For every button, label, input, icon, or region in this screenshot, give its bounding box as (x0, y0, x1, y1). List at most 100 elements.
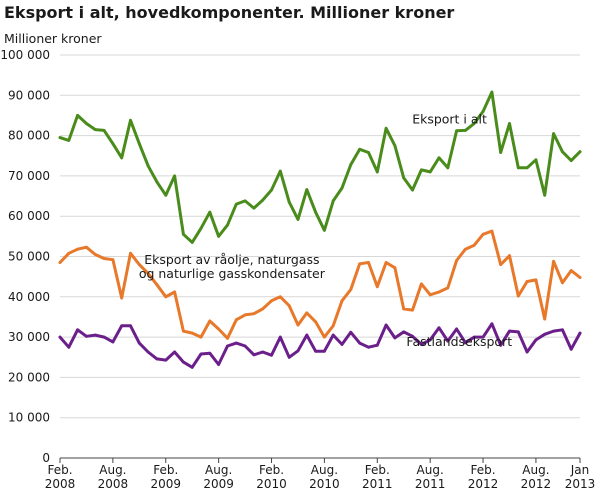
x-tick-label: Feb. 2009 (150, 463, 181, 488)
data-point (314, 210, 317, 214)
data-point (120, 156, 124, 160)
data-point (384, 323, 388, 327)
data-point (569, 269, 573, 272)
data-point (375, 285, 379, 289)
data-point (76, 114, 79, 117)
data-point (111, 258, 115, 262)
x-tick-label: Feb. 2012 (468, 463, 499, 488)
data-point (384, 126, 388, 130)
data-point (455, 129, 458, 133)
data-point (428, 170, 432, 174)
data-point (111, 340, 115, 344)
data-point (428, 338, 432, 342)
x-tick-label: Feb. 2011 (362, 463, 393, 488)
data-point (252, 206, 256, 210)
data-point (420, 343, 423, 346)
data-point (182, 232, 185, 236)
data-point (164, 358, 168, 362)
data-point (208, 210, 212, 214)
data-point (516, 166, 520, 170)
data-point (146, 350, 150, 354)
data-point (129, 251, 132, 255)
data-point (569, 159, 573, 163)
data-point (490, 229, 494, 233)
data-point (67, 139, 71, 142)
data-point (305, 333, 309, 337)
data-point (543, 193, 547, 197)
data-point (226, 223, 229, 227)
data-point (199, 335, 203, 339)
y-tick-label: 20 000 (8, 370, 50, 384)
data-point (287, 200, 291, 204)
data-point (393, 266, 397, 270)
data-point (420, 168, 423, 172)
data-point (534, 338, 538, 342)
data-point (217, 327, 221, 331)
series-line-3 (58, 322, 582, 369)
data-point (278, 295, 282, 299)
x-tick-label: Aug. 2009 (203, 463, 234, 488)
x-tick-label: Jan 2013 (565, 463, 596, 488)
data-point (349, 163, 353, 167)
data-point (173, 290, 177, 294)
data-point (525, 350, 529, 354)
data-point (569, 347, 573, 351)
y-tick-label: 0 (42, 451, 50, 465)
data-point (58, 261, 62, 264)
data-point (578, 331, 582, 335)
data-point (393, 336, 397, 340)
data-point (243, 344, 247, 348)
y-tick-label: 40 000 (8, 290, 50, 304)
data-point (446, 339, 450, 343)
data-point (446, 166, 450, 170)
data-point (296, 349, 300, 353)
data-point (437, 156, 441, 160)
data-point (190, 241, 194, 244)
data-point (93, 128, 97, 132)
y-axis-unit-label: Millioner kroner (4, 31, 102, 46)
series-annotations: Eksport i alt Eksport av råolje, naturgas… (139, 112, 512, 349)
data-point (525, 280, 529, 283)
data-point (270, 299, 273, 303)
chart-title: Eksport i alt, hovedkomponenter. Million… (4, 3, 454, 22)
data-point (420, 282, 423, 286)
data-point (120, 296, 124, 300)
data-point (102, 335, 106, 339)
data-point (305, 311, 309, 315)
data-point (173, 350, 177, 354)
x-tick-label: Feb. 2010 (256, 463, 287, 488)
data-point (331, 324, 335, 328)
data-point (252, 353, 256, 357)
data-point (155, 357, 159, 361)
data-point (481, 335, 485, 339)
data-point (516, 330, 520, 334)
data-point (367, 345, 370, 349)
x-tick-label: Aug. 2008 (98, 463, 129, 488)
data-point (358, 147, 362, 151)
data-point (102, 257, 106, 260)
series-label-1: Eksport i alt (412, 112, 487, 127)
data-point (243, 199, 247, 203)
data-point (296, 218, 300, 221)
data-point (111, 142, 115, 146)
data-point (499, 263, 503, 266)
data-point (93, 253, 97, 256)
series-line-2 (58, 229, 582, 340)
data-point (367, 151, 370, 154)
data-point (261, 307, 265, 311)
data-point (278, 169, 282, 173)
data-point (375, 343, 379, 347)
data-point (543, 332, 547, 336)
data-point (323, 335, 326, 339)
data-point (129, 118, 132, 122)
data-point (155, 180, 159, 184)
data-point (278, 335, 282, 339)
data-point (393, 144, 397, 148)
data-point (534, 278, 538, 282)
data-point (481, 232, 485, 236)
data-point (411, 188, 414, 192)
y-tick-label: 60 000 (8, 209, 50, 223)
data-point (164, 295, 168, 299)
data-point (199, 352, 203, 356)
